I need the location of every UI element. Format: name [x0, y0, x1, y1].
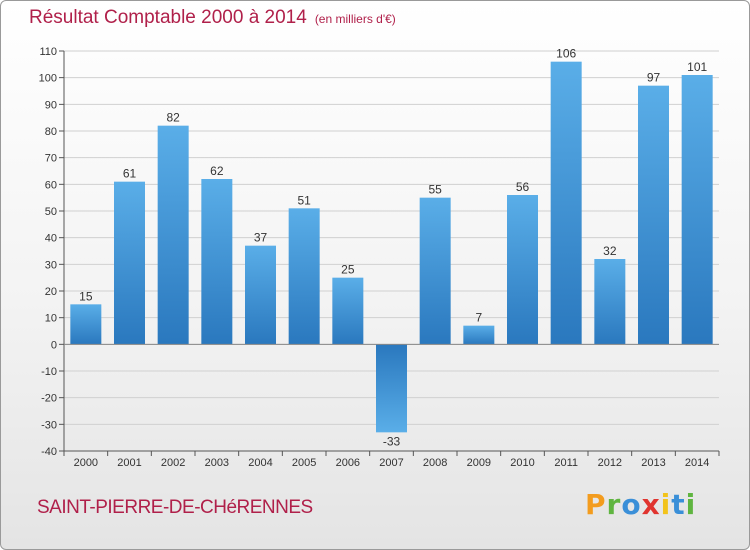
- x-tick-label: 2013: [641, 457, 665, 469]
- chart-title: Résultat Comptable 2000 à 2014: [29, 7, 307, 28]
- bar-value-label: 106: [556, 47, 576, 61]
- bar-value-label: 97: [647, 71, 661, 85]
- bars: [70, 61, 713, 433]
- y-tick-label: 40: [45, 233, 57, 245]
- x-tick-label: 2000: [74, 457, 98, 469]
- logo-letter: t: [671, 488, 686, 521]
- logo-letter: P: [585, 488, 607, 521]
- bar: [507, 195, 538, 345]
- y-tick-label: -10: [41, 366, 57, 378]
- bar-value-label: 82: [166, 111, 180, 125]
- value-labels: 15 61 82 62 37 51 25 -33 55 7 56 106 32 97 101: [79, 47, 707, 449]
- y-tick-label: 90: [45, 99, 57, 111]
- bar: [419, 197, 451, 345]
- x-tick-label: 2006: [336, 457, 360, 469]
- y-tick-label: -20: [41, 393, 57, 405]
- logo-letter: i: [660, 488, 672, 521]
- bar: [638, 85, 669, 345]
- bar: [157, 125, 189, 345]
- x-tick-label: 2004: [248, 457, 272, 469]
- bar-value-label: 55: [428, 183, 442, 197]
- bar: [114, 181, 145, 345]
- bar-value-label: 37: [254, 231, 268, 245]
- bar: [332, 277, 364, 345]
- x-tick-label: 2010: [510, 457, 534, 469]
- logo-letter: r: [606, 488, 622, 521]
- y-tick-label: 80: [45, 126, 57, 138]
- y-tick-label: -40: [41, 446, 57, 458]
- bar-value-label: 56: [516, 180, 530, 194]
- bar-value-label: 7: [475, 311, 482, 325]
- y-tick-label: 100: [39, 73, 57, 85]
- bar-value-label: 25: [341, 263, 355, 277]
- x-tick-label: 2007: [379, 457, 403, 469]
- y-axis-ticks: -40 -30 -20 -10 0 10 20 30 40 50 60 70 80 90 100 110: [39, 46, 64, 458]
- x-tick-label: 2014: [685, 457, 709, 469]
- x-tick-label: 2009: [467, 457, 491, 469]
- bar-value-label: 32: [603, 244, 617, 258]
- y-tick-label: 0: [51, 339, 57, 351]
- x-tick-label: 2005: [292, 457, 316, 469]
- bar-chart: -40 -30 -20 -10 0 10 20 30 40 50 60 70 80 90 100 110 15…: [39, 46, 720, 469]
- y-tick-label: 50: [45, 206, 57, 218]
- bar-value-label: -33: [383, 434, 401, 448]
- bar: [376, 344, 407, 433]
- logo-letter: o: [621, 488, 642, 521]
- proxiti-logo: Proxiti: [585, 488, 696, 521]
- x-axis-ticks: 2000 2001 2002 2003 2004 2005 2006 2007 2008 2009…: [63, 451, 720, 469]
- commune-name: SAINT-PIERRE-DE-CHéRENNES: [37, 497, 313, 518]
- bar: [245, 245, 276, 345]
- x-tick-label: 2012: [598, 457, 622, 469]
- y-tick-label: 30: [45, 259, 57, 271]
- bar-value-label: 101: [687, 60, 707, 74]
- bar: [201, 179, 233, 345]
- bar-value-label: 15: [79, 289, 93, 303]
- y-tick-label: -30: [41, 419, 57, 431]
- bar: [70, 304, 102, 345]
- x-tick-label: 2008: [423, 457, 447, 469]
- bar-value-label: 62: [210, 164, 224, 178]
- logo-letter: x: [641, 488, 661, 521]
- bar: [463, 325, 495, 345]
- bar: [288, 208, 320, 345]
- y-tick-label: 10: [45, 313, 57, 325]
- x-tick-label: 2003: [205, 457, 229, 469]
- bar: [594, 259, 626, 345]
- bar-value-label: 51: [297, 193, 311, 207]
- y-tick-label: 110: [39, 46, 57, 58]
- bar: [681, 75, 713, 345]
- chart-subtitle: (en milliers d'€): [314, 12, 396, 26]
- chart-title-block: Résultat Comptable 2000 à 2014 (en millie…: [29, 7, 396, 29]
- logo-letter: i: [685, 488, 697, 521]
- axes: [63, 51, 719, 452]
- y-tick-label: 60: [45, 179, 57, 191]
- bar-value-label: 61: [123, 167, 137, 181]
- y-tick-label: 70: [45, 153, 57, 165]
- bar: [550, 61, 582, 345]
- x-tick-label: 2002: [161, 457, 185, 469]
- y-tick-label: 20: [45, 286, 57, 298]
- x-tick-label: 2001: [117, 457, 141, 469]
- x-tick-label: 2011: [554, 457, 578, 469]
